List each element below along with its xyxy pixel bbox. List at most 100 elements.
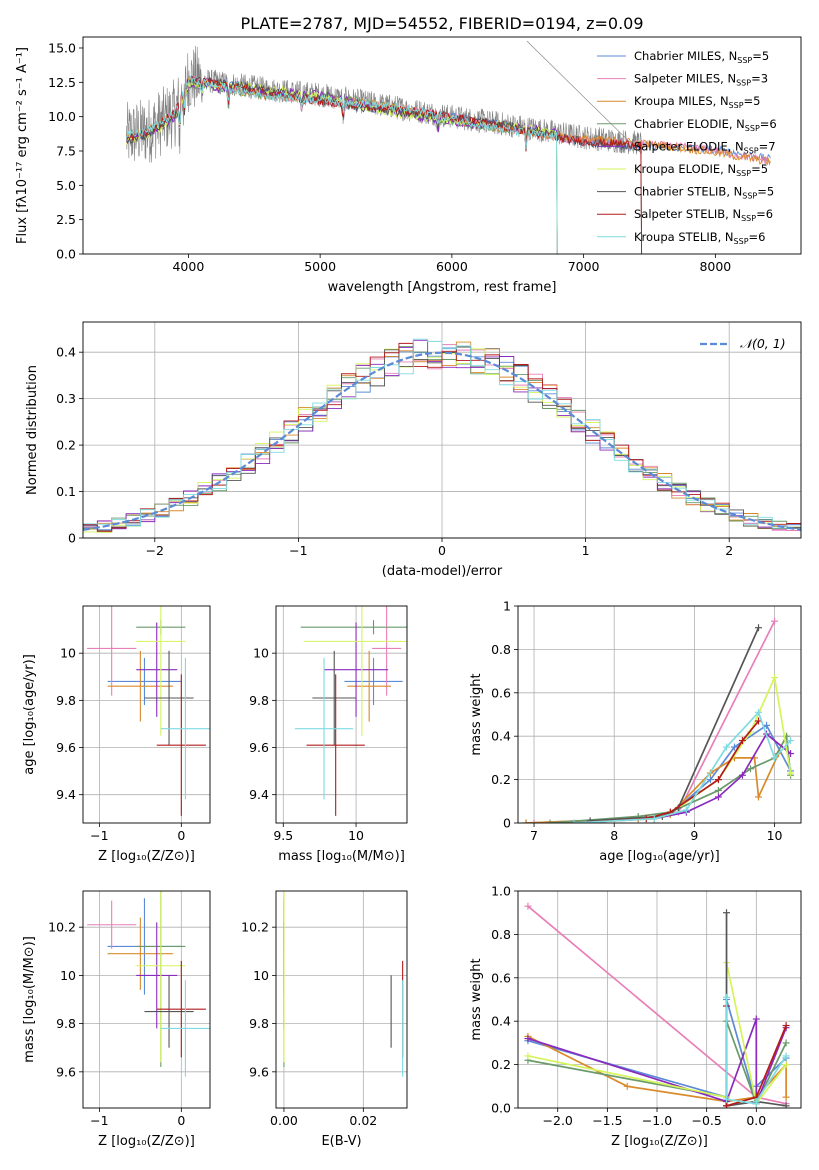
legend-label-kroupa_elodie: Kroupa ELODIE, NSSP=5 xyxy=(634,162,768,178)
axes-frame xyxy=(275,890,408,1109)
x-axis-label: Z [log₁₀(Z/Z⊙)] xyxy=(98,849,195,864)
weight-marker-chabrier_stelib xyxy=(723,909,731,917)
plot-area xyxy=(87,891,210,1077)
weight-marker-salpeter_elodie xyxy=(787,750,795,758)
x-tick-label: 5000 xyxy=(304,259,336,274)
weight-marker-chabrier_miles xyxy=(730,743,738,751)
x-tick-label: 2 xyxy=(725,543,733,558)
weight-marker-kroupa_miles xyxy=(522,819,530,823)
weight-marker-salpeter_elodie xyxy=(524,1035,532,1043)
y-tick-label: 2.5 xyxy=(56,212,76,227)
weight-marker-kroupa_stelib xyxy=(723,993,731,1001)
weight-line-chabrier_stelib xyxy=(590,627,760,822)
x-axis-label: Z [log₁₀(Z/Z⊙)] xyxy=(98,1134,195,1149)
weight-line-kroupa_miles xyxy=(525,753,780,823)
histogram-chabrier_elodie xyxy=(83,345,801,538)
x-axis-label: wavelength [Angstrom, rest frame] xyxy=(328,280,557,295)
y-tick-label: 9.6 xyxy=(56,740,76,755)
weight-marker-salpeter_stelib xyxy=(723,1102,731,1108)
weight-marker-kroupa_stelib xyxy=(570,819,578,823)
weight-marker-salpeter_stelib xyxy=(738,737,746,745)
legend-label-salpeter_stelib: Salpeter STELIB, NSSP=6 xyxy=(634,207,773,223)
y-tick-label: 0.2 xyxy=(491,1057,511,1072)
legend-label-kroupa_stelib: Kroupa STELIB, NSSP=6 xyxy=(634,230,765,246)
x-tick-label: −1.5 xyxy=(592,1113,622,1128)
y-tick-label: 9.6 xyxy=(249,740,269,755)
model-spectrum-kroupa_stelib xyxy=(126,75,558,254)
weight-marker-kroupa_stelib xyxy=(682,806,690,814)
y-tick-label: 15.0 xyxy=(48,40,76,55)
y-tick-label: 10 xyxy=(253,646,269,661)
axes-frame xyxy=(275,605,408,824)
weight-marker-kroupa_miles xyxy=(755,793,763,801)
weight-marker-chabrier_elodie xyxy=(746,765,754,773)
y-tick-label: 9.8 xyxy=(56,1016,76,1031)
y-tick-label: 10.2 xyxy=(48,920,76,935)
y-tick-label: 9.6 xyxy=(249,1064,269,1079)
weight-marker-kroupa_miles xyxy=(782,1093,790,1101)
y-tick-label: 0.6 xyxy=(491,970,511,985)
weight-marker-kroupa_miles xyxy=(623,1082,631,1090)
x-axis-label: E(B-V) xyxy=(321,1134,361,1149)
x-tick-label: 4000 xyxy=(172,259,204,274)
y-tick-label: 0.4 xyxy=(491,729,511,744)
y-tick-label: 9.8 xyxy=(249,693,269,708)
spectrum-legend: Chabrier MILES, NSSP=5 Salpeter MILES, NS… xyxy=(597,49,777,246)
weight-line-salpeter_elodie xyxy=(574,732,792,823)
panel-mass_vs_ebv: 0.00 0.02 9.6 9.8 10 10.2 E(B-V) xyxy=(241,890,408,1149)
plot-area xyxy=(524,902,790,1108)
y-tick-label: 12.5 xyxy=(48,75,76,90)
y-tick-label: 1 xyxy=(503,599,511,614)
x-axis-label: (data-model)/error xyxy=(382,564,503,579)
y-axis-label: Flux [fλ10⁻¹⁷ erg cm⁻² s⁻¹ A⁻¹] xyxy=(15,47,30,244)
plot-area xyxy=(83,338,801,538)
weight-marker-chabrier_miles xyxy=(706,776,714,784)
weight-marker-kroupa_stelib xyxy=(723,1095,731,1103)
weight-line-salpeter_miles xyxy=(534,620,776,823)
weight-marker-kroupa_stelib xyxy=(787,737,795,745)
weight-marker-chabrier_stelib xyxy=(755,624,763,632)
y-tick-label: 0.8 xyxy=(491,642,511,657)
histogram-salpeter_elodie xyxy=(83,339,801,530)
panel-spectrum: 4000 5000 6000 7000 8000 0.0 2.5 5.0 7.5 10.0 12.5… xyxy=(15,36,802,295)
x-tick-label: 7 xyxy=(530,828,538,843)
x-tick-label: 0 xyxy=(438,543,446,558)
y-tick-label: 10 xyxy=(60,968,76,983)
weight-marker-chabrier_elodie xyxy=(546,819,554,823)
x-tick-label: 0.0 xyxy=(746,1113,766,1128)
y-axis-label: age [log₁₀(age/yr)] xyxy=(22,654,37,775)
y-tick-label: 9.4 xyxy=(249,787,269,802)
weight-marker-chabrier_miles xyxy=(763,721,771,729)
weight-marker-kroupa_stelib xyxy=(722,743,730,751)
weight-marker-chabrier_stelib xyxy=(586,817,594,823)
x-tick-label: 0.00 xyxy=(270,1113,298,1128)
y-tick-label: 0.2 xyxy=(56,438,76,453)
y-axis-label: Normed distribution xyxy=(25,365,40,495)
x-tick-label: 0.02 xyxy=(349,1113,377,1128)
legend-label-chabrier_elodie: Chabrier ELODIE, NSSP=6 xyxy=(634,117,777,133)
legend-label-salpeter_elodie: Salpeter ELODIE, NSSP=7 xyxy=(634,139,776,155)
legend-label-chabrier_stelib: Chabrier STELIB, NSSP=5 xyxy=(634,185,774,201)
y-tick-label: 0.0 xyxy=(491,1101,511,1116)
x-tick-label: 7000 xyxy=(568,259,600,274)
axes-frame xyxy=(82,36,802,255)
x-tick-label: −1 xyxy=(90,828,108,843)
panel-weight_vs_Z: −2.0 −1.5 −1.0 −0.5 0.0 0.0 0.2 0.4 0.6 0.8 1.0 Z [… xyxy=(469,884,802,1149)
weight-line-kroupa_miles xyxy=(527,1035,787,1103)
axes-frame xyxy=(82,605,211,824)
weight-marker-salpeter_stelib xyxy=(782,1022,790,1030)
weight-marker-chabrier_elodie xyxy=(714,786,722,794)
figure-title: PLATE=2787, MJD=54552, FIBERID=0194, z=0… xyxy=(240,14,643,33)
residuals-legend: 𝒩(0, 1) xyxy=(700,336,786,351)
x-tick-label: 6000 xyxy=(436,259,468,274)
x-tick-label: −0.5 xyxy=(691,1113,721,1128)
x-axis-label: Z [log₁₀(Z/Z⊙)] xyxy=(611,1134,708,1149)
legend-label-kroupa_miles: Kroupa MILES, NSSP=5 xyxy=(634,94,760,110)
x-tick-label: −1 xyxy=(289,543,307,558)
weight-marker-kroupa_elodie xyxy=(771,674,779,682)
x-tick-label: −1.0 xyxy=(642,1113,672,1128)
x-tick-label: 8000 xyxy=(699,259,731,274)
weight-marker-salpeter_elodie xyxy=(738,771,746,779)
weight-marker-kroupa_stelib xyxy=(771,754,779,762)
y-tick-label: 0.0 xyxy=(56,247,76,262)
